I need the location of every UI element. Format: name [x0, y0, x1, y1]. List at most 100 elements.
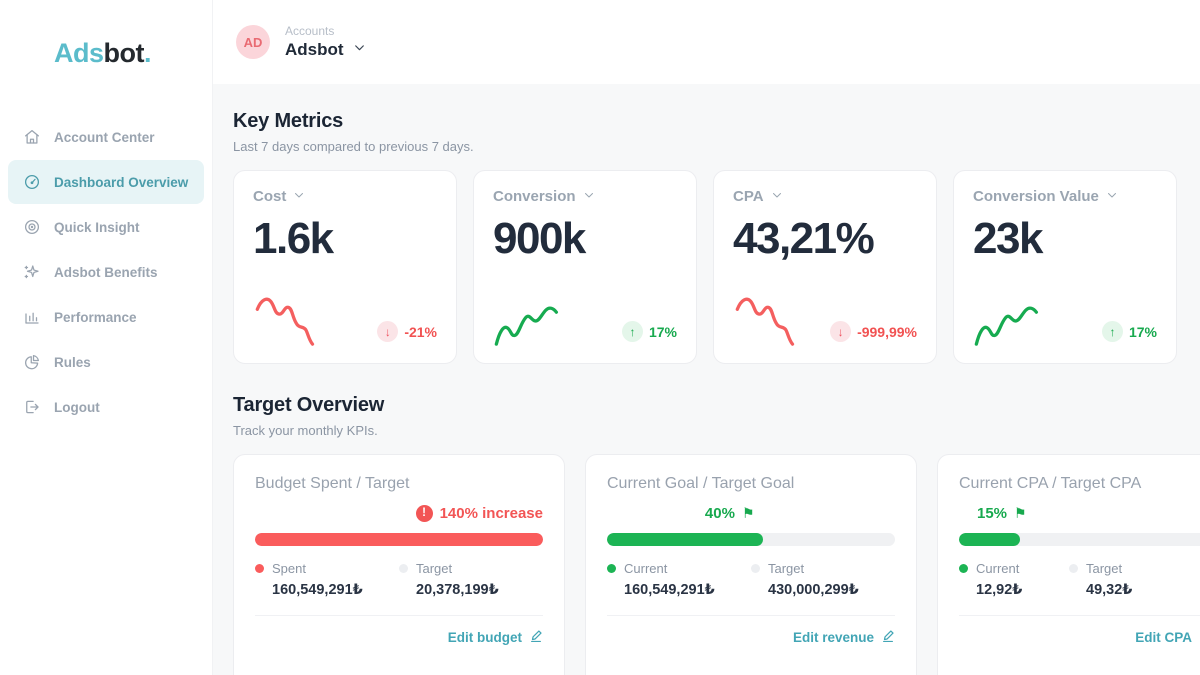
sidebar-item-rules[interactable]: Rules [8, 340, 204, 384]
edit-revenue-button[interactable]: Edit revenue [793, 629, 895, 646]
pencil-icon [529, 629, 543, 646]
edit-cpa-button[interactable]: Edit CPA [1135, 629, 1200, 646]
card-divider [959, 615, 1200, 616]
trend-up-icon: ↑ [621, 321, 643, 342]
progress-track [255, 533, 543, 546]
target-card-cpa: Current CPA / Target CPA 15% ⚑ [937, 454, 1200, 675]
metric-card-row: Cost 1.6k ↓ -21% [233, 170, 1177, 364]
metric-change: -21% [404, 323, 437, 340]
chevron-down-icon [1106, 188, 1118, 205]
key-metrics-section: Key Metrics Last 7 days compared to prev… [233, 110, 1177, 364]
sidebar-item-performance[interactable]: Performance [8, 295, 204, 339]
legend-dot [607, 564, 616, 573]
legend-dot [959, 564, 968, 573]
alert-icon: ! [415, 504, 433, 522]
sidebar-item-dashboard-overview[interactable]: Dashboard Overview [8, 160, 204, 204]
sidebar-item-logout[interactable]: Logout [8, 385, 204, 429]
chevron-down-icon [353, 41, 366, 59]
sidebar-nav: Account Center Dashboard Overview Quick … [0, 115, 212, 429]
progress-label: 15% ⚑ [959, 502, 1200, 524]
legend-dot [399, 564, 408, 573]
progress-label-text: 40% [704, 504, 735, 522]
metric-value: 900k [493, 214, 586, 263]
metric-value: 1.6k [253, 214, 334, 263]
legend-target: Target 430,000,299₺ [751, 561, 873, 598]
logo-dot: . [144, 38, 152, 68]
flag-icon: ⚑ [1014, 505, 1027, 521]
sidebar-item-label: Dashboard Overview [54, 174, 189, 190]
gauge-icon [23, 173, 41, 191]
progress-track [959, 533, 1200, 546]
metric-selector[interactable]: Conversion [493, 188, 677, 205]
sparkline-chart-up [494, 306, 558, 346]
sidebar-item-account-center[interactable]: Account Center [8, 115, 204, 159]
pie-chart-icon [23, 353, 41, 371]
metric-selector[interactable]: Cost [253, 188, 437, 205]
metric-selector[interactable]: CPA [733, 188, 917, 205]
chevron-down-icon [293, 188, 305, 205]
sidebar-item-adsbot-benefits[interactable]: Adsbot Benefits [8, 250, 204, 294]
legend-dot [1069, 564, 1078, 573]
progress-label-text: 15% [977, 504, 1008, 522]
metric-selector[interactable]: Conversion Value [973, 188, 1157, 205]
key-metrics-title: Key Metrics [233, 110, 344, 132]
metric-card-conversion-value: Conversion Value 23k ↑ 17% [953, 170, 1177, 364]
progress-legend: Spent 160,549,291₺ Target 20,378,199₺ [255, 561, 543, 598]
chevron-down-icon [771, 188, 783, 205]
metric-value: 23k [973, 214, 1043, 263]
legend-spent: Spent 160,549,291₺ [255, 561, 377, 598]
legend-value: 430,000,299₺ [768, 582, 859, 598]
sidebar-item-label: Adsbot Benefits [54, 264, 158, 280]
logo-text-secondary: bot [103, 38, 145, 68]
trend-down-icon: ↓ [377, 321, 399, 342]
progress-track [607, 533, 895, 546]
metric-change: 17% [1128, 323, 1157, 340]
progress-fill [607, 533, 763, 546]
account-switcher[interactable]: Accounts Adsbot [285, 24, 366, 60]
metric-card-cpa: CPA 43,21% ↓ -999,99% [713, 170, 937, 364]
home-icon [23, 128, 41, 146]
metric-label: Conversion Value [973, 188, 1099, 205]
target-card-title: Current Goal / Target Goal [607, 475, 795, 492]
legend-name: Spent [272, 561, 306, 576]
legend-value: 49,32₺ [1086, 582, 1133, 598]
sidebar-item-quick-insight[interactable]: Quick Insight [8, 205, 204, 249]
metric-change: 17% [648, 323, 677, 340]
flag-icon: ⚑ [741, 505, 755, 521]
legend-name: Target [768, 561, 805, 576]
metric-change-badge: ↓ -999,99% [830, 321, 917, 342]
sidebar-item-label: Account Center [54, 129, 155, 145]
metric-change-badge: ↑ 17% [1101, 321, 1157, 342]
metric-label: Conversion [493, 188, 576, 205]
metric-label: Cost [253, 188, 287, 205]
target-card-budget: Budget Spent / Target ! 140% increase [233, 454, 565, 675]
legend-current: Current 12,92₺ [959, 561, 1047, 598]
sparkline-chart-down [735, 297, 795, 346]
target-card-title: Budget Spent / Target [255, 475, 410, 492]
legend-target: Target 49,32₺ [1069, 561, 1191, 598]
pencil-icon [881, 629, 895, 646]
legend-value: 160,549,291₺ [624, 582, 715, 598]
progress-label-text: 140% increase [439, 504, 543, 522]
progress-label: ! 140% increase [255, 502, 543, 524]
edit-link-label: Edit revenue [792, 630, 874, 645]
sparkline-chart-up [974, 306, 1039, 346]
metric-card-cost: Cost 1.6k ↓ -21% [233, 170, 457, 364]
card-divider [607, 615, 895, 616]
sidebar-item-label: Performance [54, 309, 137, 325]
target-overview-title: Target Overview [233, 394, 385, 416]
account-avatar[interactable]: AD [236, 25, 270, 59]
metric-card-conversion: Conversion 900k ↑ 17% [473, 170, 697, 364]
target-card-goal: Current Goal / Target Goal 40% ⚑ [585, 454, 917, 675]
legend-name: Target [416, 561, 453, 576]
adsbot-logo[interactable]: Adsbot. [54, 38, 212, 69]
sparkles-icon [23, 263, 41, 281]
legend-value: 160,549,291₺ [272, 582, 363, 598]
sidebar: Adsbot. Account Center Dashboard Overvie… [0, 0, 213, 675]
legend-name: Target [1086, 561, 1123, 576]
metric-change-badge: ↓ -21% [377, 321, 437, 342]
sidebar-item-label: Logout [54, 399, 100, 415]
edit-budget-button[interactable]: Edit budget [448, 629, 543, 646]
legend-dot [255, 564, 264, 573]
key-metrics-subtitle: Last 7 days compared to previous 7 days. [233, 139, 474, 154]
